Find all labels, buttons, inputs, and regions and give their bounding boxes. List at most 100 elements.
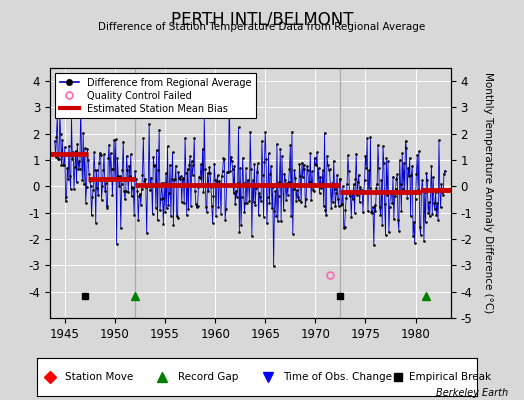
Point [242, 165, 250, 171]
Point [366, 134, 375, 141]
Point [182, 212, 191, 218]
Point [246, 128, 254, 135]
Point [378, 222, 386, 228]
Point [390, 216, 398, 222]
Point [435, 137, 443, 144]
Point [146, 187, 154, 193]
Text: Difference of Station Temperature Data from Regional Average: Difference of Station Temperature Data f… [99, 22, 425, 32]
Point [384, 158, 392, 164]
Point [96, 150, 104, 156]
Point [313, 149, 321, 156]
Point [73, 141, 82, 147]
Point [128, 184, 137, 190]
Point [245, 198, 254, 204]
Point [286, 142, 294, 149]
Point [393, 171, 401, 178]
Point [147, 174, 155, 181]
Point [100, 151, 108, 157]
Point [320, 130, 329, 136]
Point [306, 150, 314, 156]
Point [320, 202, 328, 209]
Point [149, 153, 158, 160]
Point [404, 165, 412, 171]
Point [265, 200, 274, 206]
Point [244, 181, 253, 187]
Point [362, 165, 370, 172]
Point [437, 181, 445, 188]
Point [435, 186, 444, 192]
Point [403, 195, 411, 202]
Point [359, 188, 368, 195]
Point [78, 177, 86, 183]
Point [89, 187, 97, 193]
Point [108, 192, 117, 198]
Point [430, 200, 438, 206]
Point [53, 112, 61, 119]
Point [145, 120, 154, 127]
Point [67, 114, 75, 120]
Point [95, 160, 103, 166]
Point [359, 208, 367, 215]
Point [219, 155, 227, 161]
Point [281, 177, 289, 183]
Point [92, 167, 101, 174]
Point [209, 193, 217, 200]
Point [335, 176, 344, 182]
Point [310, 187, 318, 194]
Point [406, 155, 414, 161]
Point [369, 242, 378, 248]
Point [213, 172, 222, 179]
Point [194, 184, 203, 190]
Point [188, 158, 196, 164]
Point [414, 148, 423, 155]
Point [285, 165, 293, 172]
Point [209, 220, 217, 226]
Point [361, 153, 369, 159]
Point [379, 143, 387, 150]
Point [291, 175, 300, 181]
Point [304, 182, 313, 189]
Text: Empirical Break: Empirical Break [409, 372, 491, 382]
Point [210, 160, 219, 167]
Point [168, 149, 177, 156]
Point [343, 181, 351, 188]
Point [121, 196, 129, 202]
Point [314, 181, 322, 188]
Point [368, 210, 376, 216]
Point [277, 218, 285, 224]
Point [319, 167, 327, 174]
Point [189, 172, 197, 178]
Point [75, 158, 83, 164]
Point [151, 162, 159, 168]
Point [425, 213, 434, 219]
Point [147, 183, 156, 189]
Point [365, 167, 373, 174]
Point [250, 160, 258, 167]
Point [134, 217, 143, 224]
Point [303, 163, 311, 170]
Point [187, 202, 195, 209]
Point [427, 188, 435, 194]
Point [106, 150, 115, 157]
Point [159, 221, 168, 227]
Point [173, 215, 182, 221]
Point [407, 172, 416, 178]
Point [348, 190, 356, 196]
Point [234, 180, 242, 186]
Point [337, 202, 345, 208]
Point [132, 175, 140, 182]
Point [417, 232, 425, 238]
Point [253, 169, 261, 176]
Point [372, 208, 380, 214]
Point [82, 199, 90, 206]
Point [279, 206, 288, 213]
Point [270, 208, 279, 214]
Point [199, 188, 208, 195]
Point [257, 198, 265, 205]
Point [419, 187, 427, 194]
Point [376, 204, 384, 210]
Point [215, 178, 224, 184]
Point [158, 194, 167, 201]
Point [427, 162, 435, 169]
Point [179, 174, 188, 181]
